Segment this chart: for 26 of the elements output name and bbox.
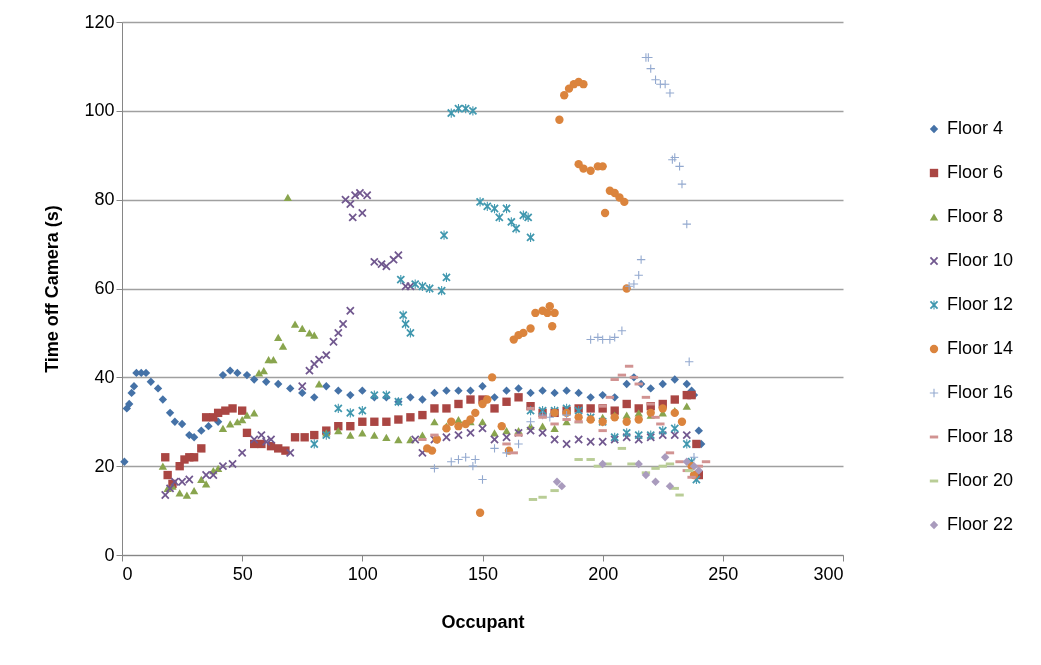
legend-label: Floor 8 bbox=[947, 206, 1004, 226]
y-tick-label: 120 bbox=[84, 11, 115, 32]
x-tick-label: 300 bbox=[813, 563, 844, 584]
x-tick-label: 200 bbox=[588, 563, 619, 584]
legend-label: Floor 18 bbox=[947, 426, 1014, 446]
legend-label: Floor 20 bbox=[947, 470, 1014, 490]
x-axis-title: Occupant bbox=[441, 611, 525, 632]
y-tick-label: 0 bbox=[104, 544, 115, 565]
x-tick-label: 50 bbox=[232, 563, 253, 584]
legend-label: Floor 22 bbox=[947, 514, 1014, 534]
legend-label: Floor 14 bbox=[947, 338, 1014, 358]
x-tick-label: 100 bbox=[347, 563, 378, 584]
legend-label: Floor 16 bbox=[947, 382, 1014, 402]
y-tick-label: 60 bbox=[94, 278, 115, 298]
y-tick-label: 80 bbox=[94, 189, 115, 210]
y-axis-title: Time off Camera (s) bbox=[42, 205, 63, 373]
legend-label: Floor 6 bbox=[947, 162, 1004, 182]
y-tick-label: 100 bbox=[84, 100, 115, 121]
x-tick-label: 0 bbox=[122, 563, 133, 584]
y-tick-label: 20 bbox=[94, 455, 115, 476]
legend-label: Floor 4 bbox=[947, 118, 1004, 138]
x-tick-label: 250 bbox=[708, 563, 739, 584]
legend-label: Floor 10 bbox=[947, 250, 1014, 270]
legend-label: Floor 12 bbox=[947, 294, 1014, 314]
x-tick-label: 150 bbox=[467, 563, 499, 584]
y-tick-label: 40 bbox=[94, 366, 115, 387]
